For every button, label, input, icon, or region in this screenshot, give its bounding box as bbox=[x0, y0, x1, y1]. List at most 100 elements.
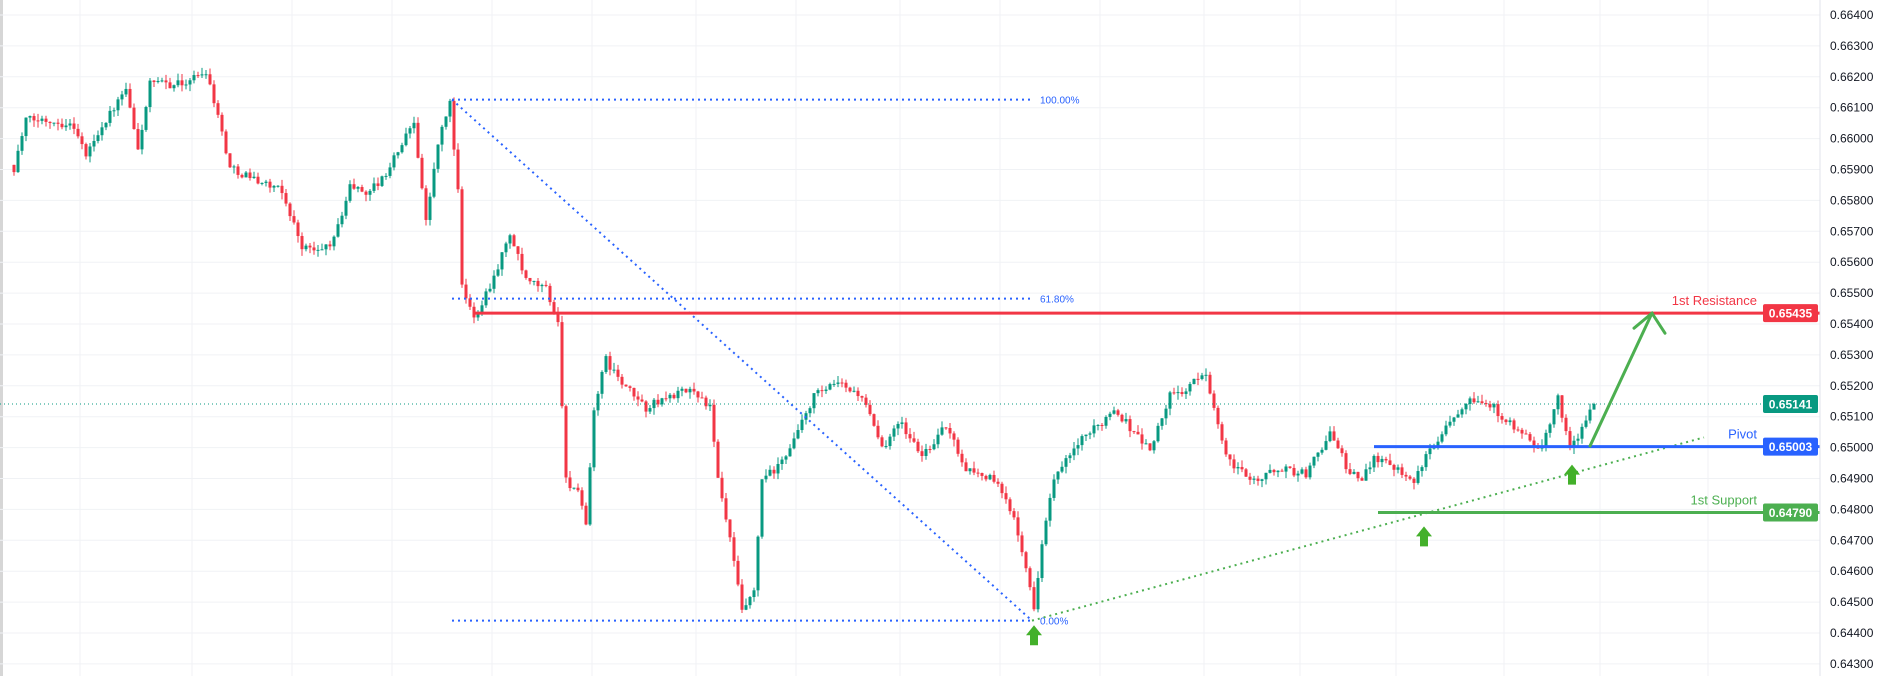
candle bbox=[1336, 440, 1340, 449]
candle bbox=[240, 174, 244, 178]
candle bbox=[1532, 440, 1536, 448]
candle bbox=[120, 94, 124, 100]
candle bbox=[1316, 452, 1320, 457]
candle bbox=[1028, 568, 1032, 588]
candle bbox=[1524, 433, 1528, 435]
candle bbox=[204, 74, 208, 76]
drawings[interactable] bbox=[0, 98, 1820, 646]
candle bbox=[336, 224, 340, 237]
candle bbox=[704, 397, 708, 407]
candle bbox=[168, 82, 172, 89]
candle bbox=[1344, 453, 1348, 470]
candle bbox=[968, 468, 972, 472]
candle bbox=[224, 131, 228, 154]
candle bbox=[1428, 448, 1432, 455]
candle bbox=[1160, 418, 1164, 426]
price-tick-label: 0.65000 bbox=[1830, 441, 1874, 455]
resistance-price-badge bbox=[1763, 304, 1818, 323]
candle bbox=[620, 376, 624, 385]
candle bbox=[1368, 467, 1372, 470]
level-labels: 100.00% 61.80% 0.00% 1st Resistance 0.65435 P… bbox=[1040, 96, 1818, 628]
candle bbox=[1136, 431, 1140, 435]
candle bbox=[92, 140, 96, 147]
candle bbox=[1020, 535, 1024, 553]
candle bbox=[488, 288, 492, 292]
candle bbox=[192, 75, 196, 81]
candle bbox=[1228, 454, 1232, 460]
grid bbox=[0, 0, 1820, 676]
candle bbox=[1012, 511, 1016, 518]
candle bbox=[812, 393, 816, 409]
candle bbox=[1416, 471, 1420, 483]
candle bbox=[592, 410, 596, 468]
candle bbox=[784, 456, 788, 460]
candle bbox=[348, 184, 352, 201]
candle bbox=[312, 247, 316, 251]
support-price-badge bbox=[1763, 503, 1818, 522]
candle bbox=[1560, 395, 1564, 418]
candle bbox=[64, 125, 68, 128]
fib-level-label: 100.00% bbox=[1040, 96, 1080, 107]
candle bbox=[288, 203, 292, 217]
candle bbox=[1500, 416, 1504, 420]
candle bbox=[928, 449, 932, 451]
candle bbox=[156, 80, 160, 83]
candle bbox=[1116, 410, 1120, 415]
price-tick-label: 0.64800 bbox=[1830, 502, 1874, 516]
candle bbox=[1040, 544, 1044, 579]
candle bbox=[188, 80, 192, 85]
candle bbox=[540, 284, 544, 287]
candle bbox=[700, 397, 704, 399]
candle bbox=[44, 118, 48, 122]
candle bbox=[944, 427, 948, 429]
candle bbox=[20, 136, 24, 151]
candle bbox=[1384, 458, 1388, 461]
candle bbox=[596, 393, 600, 411]
candle bbox=[952, 433, 956, 440]
candle bbox=[220, 114, 224, 132]
candle bbox=[164, 80, 168, 83]
candle bbox=[500, 252, 504, 270]
candle bbox=[376, 183, 380, 186]
candle bbox=[756, 536, 760, 591]
candle bbox=[316, 249, 320, 251]
candle bbox=[88, 146, 92, 157]
candle bbox=[1112, 410, 1116, 414]
candle bbox=[1444, 425, 1448, 435]
projection-arrow-head bbox=[1632, 310, 1667, 335]
candle bbox=[52, 122, 56, 124]
candle bbox=[1308, 465, 1312, 478]
candle bbox=[1180, 392, 1184, 394]
candle bbox=[1548, 424, 1552, 433]
candle bbox=[760, 479, 764, 537]
candle bbox=[216, 103, 220, 115]
candle bbox=[1332, 431, 1336, 441]
candle bbox=[1080, 436, 1084, 446]
candle bbox=[388, 167, 392, 176]
candle bbox=[1288, 466, 1292, 468]
ascending-trendline[interactable] bbox=[1031, 436, 1705, 622]
candle bbox=[1312, 456, 1316, 466]
candle bbox=[532, 280, 536, 282]
candle bbox=[960, 453, 964, 463]
candle bbox=[1236, 467, 1240, 469]
candle bbox=[644, 401, 648, 412]
fib-diagonal[interactable] bbox=[451, 98, 1033, 622]
candle bbox=[1168, 392, 1172, 409]
candle bbox=[588, 467, 592, 525]
projection-arrow[interactable] bbox=[1588, 311, 1654, 448]
candle bbox=[1464, 403, 1468, 410]
candle bbox=[40, 118, 44, 121]
candle bbox=[276, 185, 280, 187]
candle bbox=[324, 244, 328, 250]
candle bbox=[260, 182, 264, 184]
candle bbox=[1400, 467, 1404, 475]
candle bbox=[544, 284, 548, 286]
candle bbox=[1004, 493, 1008, 500]
candle bbox=[1352, 471, 1356, 474]
candle bbox=[580, 490, 584, 506]
price-tick-label: 0.64300 bbox=[1830, 657, 1874, 671]
price-axis[interactable]: 0.66400 0.66300 0.66200 0.66100 0.66000 0.659… bbox=[1830, 8, 1874, 671]
candle bbox=[1572, 440, 1576, 448]
